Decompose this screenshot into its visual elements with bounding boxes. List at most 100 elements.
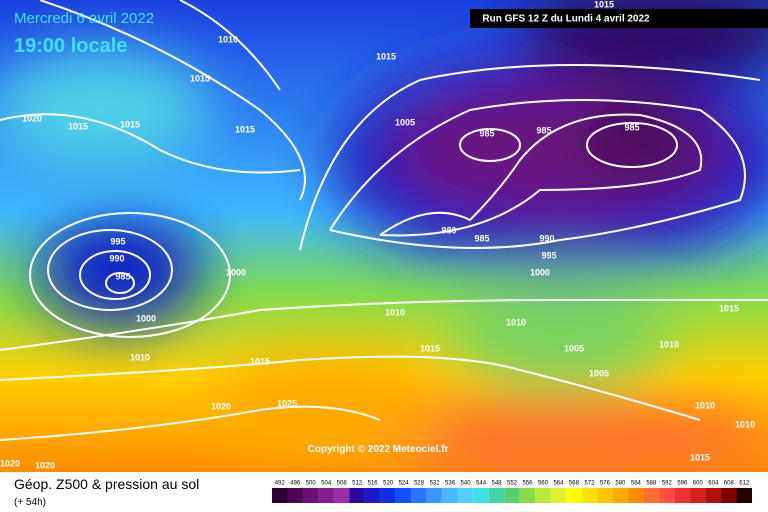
isobar-label: 1000 xyxy=(136,313,156,323)
scale-swatch xyxy=(504,488,520,503)
scale-label: 496 xyxy=(290,481,301,487)
isobar-label: 1020 xyxy=(22,113,42,123)
scale-label: 492 xyxy=(275,481,286,487)
scale-label: 544 xyxy=(476,481,487,487)
isobar-label: 1010 xyxy=(130,352,150,362)
scale-label: 536 xyxy=(445,481,456,487)
scale-label: 592 xyxy=(662,481,673,487)
scale-swatch xyxy=(302,488,319,503)
run-box xyxy=(470,9,768,28)
isobar-label: 1005 xyxy=(395,117,415,127)
map-field xyxy=(0,0,768,472)
isobar-label: 1015 xyxy=(376,51,396,61)
scale-swatch xyxy=(473,488,489,503)
isobar-label: 1015 xyxy=(68,121,88,131)
scale-swatch xyxy=(566,488,582,503)
isobar-label: 980 xyxy=(441,225,456,235)
isobar-label: 990 xyxy=(539,233,554,243)
isobar-label: 1005 xyxy=(564,343,584,353)
scale-swatch xyxy=(674,488,691,503)
scale-label: 548 xyxy=(492,481,503,487)
local-time: 19:00 locale xyxy=(14,35,127,57)
isobar-label: 1010 xyxy=(695,400,715,410)
scale-label: 504 xyxy=(321,481,332,487)
isobar-label: 1020 xyxy=(0,458,20,468)
isobar-label: 995 xyxy=(110,236,125,246)
scale-label: 584 xyxy=(631,481,642,487)
scale-swatch xyxy=(597,488,613,503)
isobar-label: 995 xyxy=(541,250,556,260)
scale-label: 600 xyxy=(693,481,704,487)
scale-swatch xyxy=(736,488,752,503)
footer-title: Géop. Z500 & pression au sol xyxy=(14,476,199,492)
isobars xyxy=(0,0,768,440)
scale-swatch xyxy=(690,488,706,503)
scale-swatch xyxy=(318,488,334,503)
scale-label: 512 xyxy=(352,481,363,487)
isobar-label: 1015 xyxy=(250,356,270,366)
scale-swatch xyxy=(395,488,412,503)
scale-label: 532 xyxy=(430,481,441,487)
isobar-label: 1015 xyxy=(719,303,739,313)
scale-swatch xyxy=(581,488,598,503)
isobar-label: 985 xyxy=(115,271,130,281)
scale-swatch xyxy=(380,488,396,503)
scale-label: 552 xyxy=(507,481,518,487)
scale-swatch xyxy=(535,488,551,503)
isobar-label: 1015 xyxy=(420,343,440,353)
scale-swatch xyxy=(333,488,350,503)
scale-swatch xyxy=(349,488,365,503)
isobar-label: 1020 xyxy=(211,401,231,411)
scale-swatch xyxy=(519,488,536,503)
footer-lead: (+ 54h) xyxy=(14,497,46,508)
scale-label: 580 xyxy=(615,481,626,487)
isobar-label: 1005 xyxy=(589,368,609,378)
run-info: Run GFS 12 Z du Lundi 4 avril 2022 xyxy=(482,14,650,25)
scale-swatch xyxy=(426,488,443,503)
isobar-label: 1010 xyxy=(659,339,679,349)
scale-label: 556 xyxy=(522,481,533,487)
isobar-label: 1015 xyxy=(190,73,210,83)
scale-label: 576 xyxy=(600,481,611,487)
isobar-label: 990 xyxy=(109,253,124,263)
date: Mercredi 6 avril 2022 xyxy=(14,10,154,27)
scale-swatch xyxy=(550,488,567,503)
isobar-label: 985 xyxy=(474,233,489,243)
scale-label: 524 xyxy=(399,481,410,487)
isobar-labels: 1010 1015 1020 1015 1015 1015 1015 1005 985 985 98… xyxy=(0,0,755,470)
scale-label: 540 xyxy=(461,481,472,487)
scale-label: 516 xyxy=(368,481,379,487)
scale-swatch xyxy=(364,488,381,503)
scale-swatch xyxy=(705,488,722,503)
scale-swatch xyxy=(272,488,288,503)
isobar-label: 1025 xyxy=(277,398,297,408)
scale-label: 520 xyxy=(383,481,394,487)
scale-swatch xyxy=(457,488,474,503)
scale-swatch xyxy=(442,488,458,503)
isobar-label: 1015 xyxy=(594,0,614,9)
scale-label: 612 xyxy=(739,481,750,487)
scale-label: 604 xyxy=(708,481,719,487)
scale-swatch xyxy=(643,488,660,503)
isobar-label: 985 xyxy=(536,125,551,135)
isobar-label: 1010 xyxy=(506,317,526,327)
scale-label: 568 xyxy=(569,481,580,487)
scale-label: 572 xyxy=(584,481,595,487)
copyright: Copyright © 2022 Meteociel.fr xyxy=(308,444,449,455)
isobar-label: 985 xyxy=(624,122,639,132)
isobar-label: 1010 xyxy=(385,307,405,317)
isobar-label: 1000 xyxy=(226,267,246,277)
scale-label: 500 xyxy=(306,481,317,487)
isobar-label: 1015 xyxy=(235,124,255,134)
scale-label: 508 xyxy=(337,481,348,487)
scale-swatch xyxy=(628,488,644,503)
scale-label: 608 xyxy=(724,481,735,487)
isobar-label: 1015 xyxy=(690,452,710,462)
scale-swatch xyxy=(411,488,427,503)
isobar-label: 1000 xyxy=(530,267,550,277)
scale-swatch xyxy=(659,488,675,503)
isobar-label: 985 xyxy=(479,128,494,138)
scale-swatch xyxy=(488,488,505,503)
scale-label: 564 xyxy=(553,481,564,487)
